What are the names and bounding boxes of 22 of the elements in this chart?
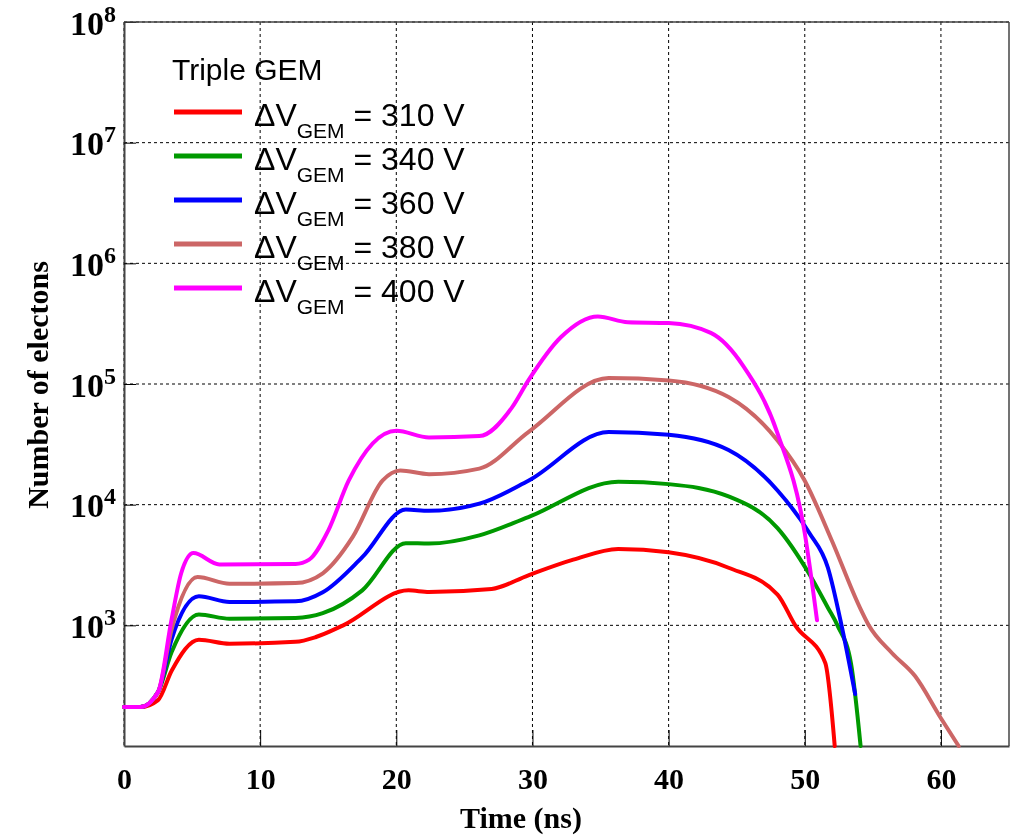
y-tick-label: 10$^{3}$ bbox=[70, 603, 116, 645]
y-tick-label: 10$^{4}$ bbox=[70, 483, 116, 525]
x-tick-label: 60 bbox=[926, 762, 957, 796]
line-series bbox=[122, 314, 820, 710]
x-tick-label: 20 bbox=[381, 762, 412, 796]
x-axis-title: Time (ns) bbox=[460, 801, 582, 835]
legend-title: Triple GEM bbox=[172, 53, 323, 86]
x-tick-label: 0 bbox=[117, 762, 132, 796]
x-tick-label: 30 bbox=[517, 762, 548, 796]
y-tick-label: 10$^{6}$ bbox=[70, 241, 116, 283]
x-tick-label: 10 bbox=[245, 762, 276, 796]
x-tick-label: 50 bbox=[790, 762, 821, 796]
x-tick-label: 40 bbox=[654, 762, 685, 796]
y-tick-label: 10$^{8}$ bbox=[70, 0, 116, 42]
y-tick-label: 10$^{7}$ bbox=[70, 121, 116, 163]
y-tick-label: 10$^{5}$ bbox=[70, 362, 116, 404]
legend-label: ΔV$_{GEM}$ = 310 V bbox=[254, 97, 466, 142]
legend-label: ΔV$_{GEM}$ = 400 V bbox=[254, 273, 466, 318]
legend-label: ΔV$_{GEM}$ = 380 V bbox=[254, 229, 466, 274]
y-axis-title: Number of electons bbox=[21, 261, 54, 509]
legend-label: ΔV$_{GEM}$ = 360 V bbox=[254, 185, 466, 230]
legend-label: ΔV$_{GEM}$ = 340 V bbox=[254, 141, 466, 186]
